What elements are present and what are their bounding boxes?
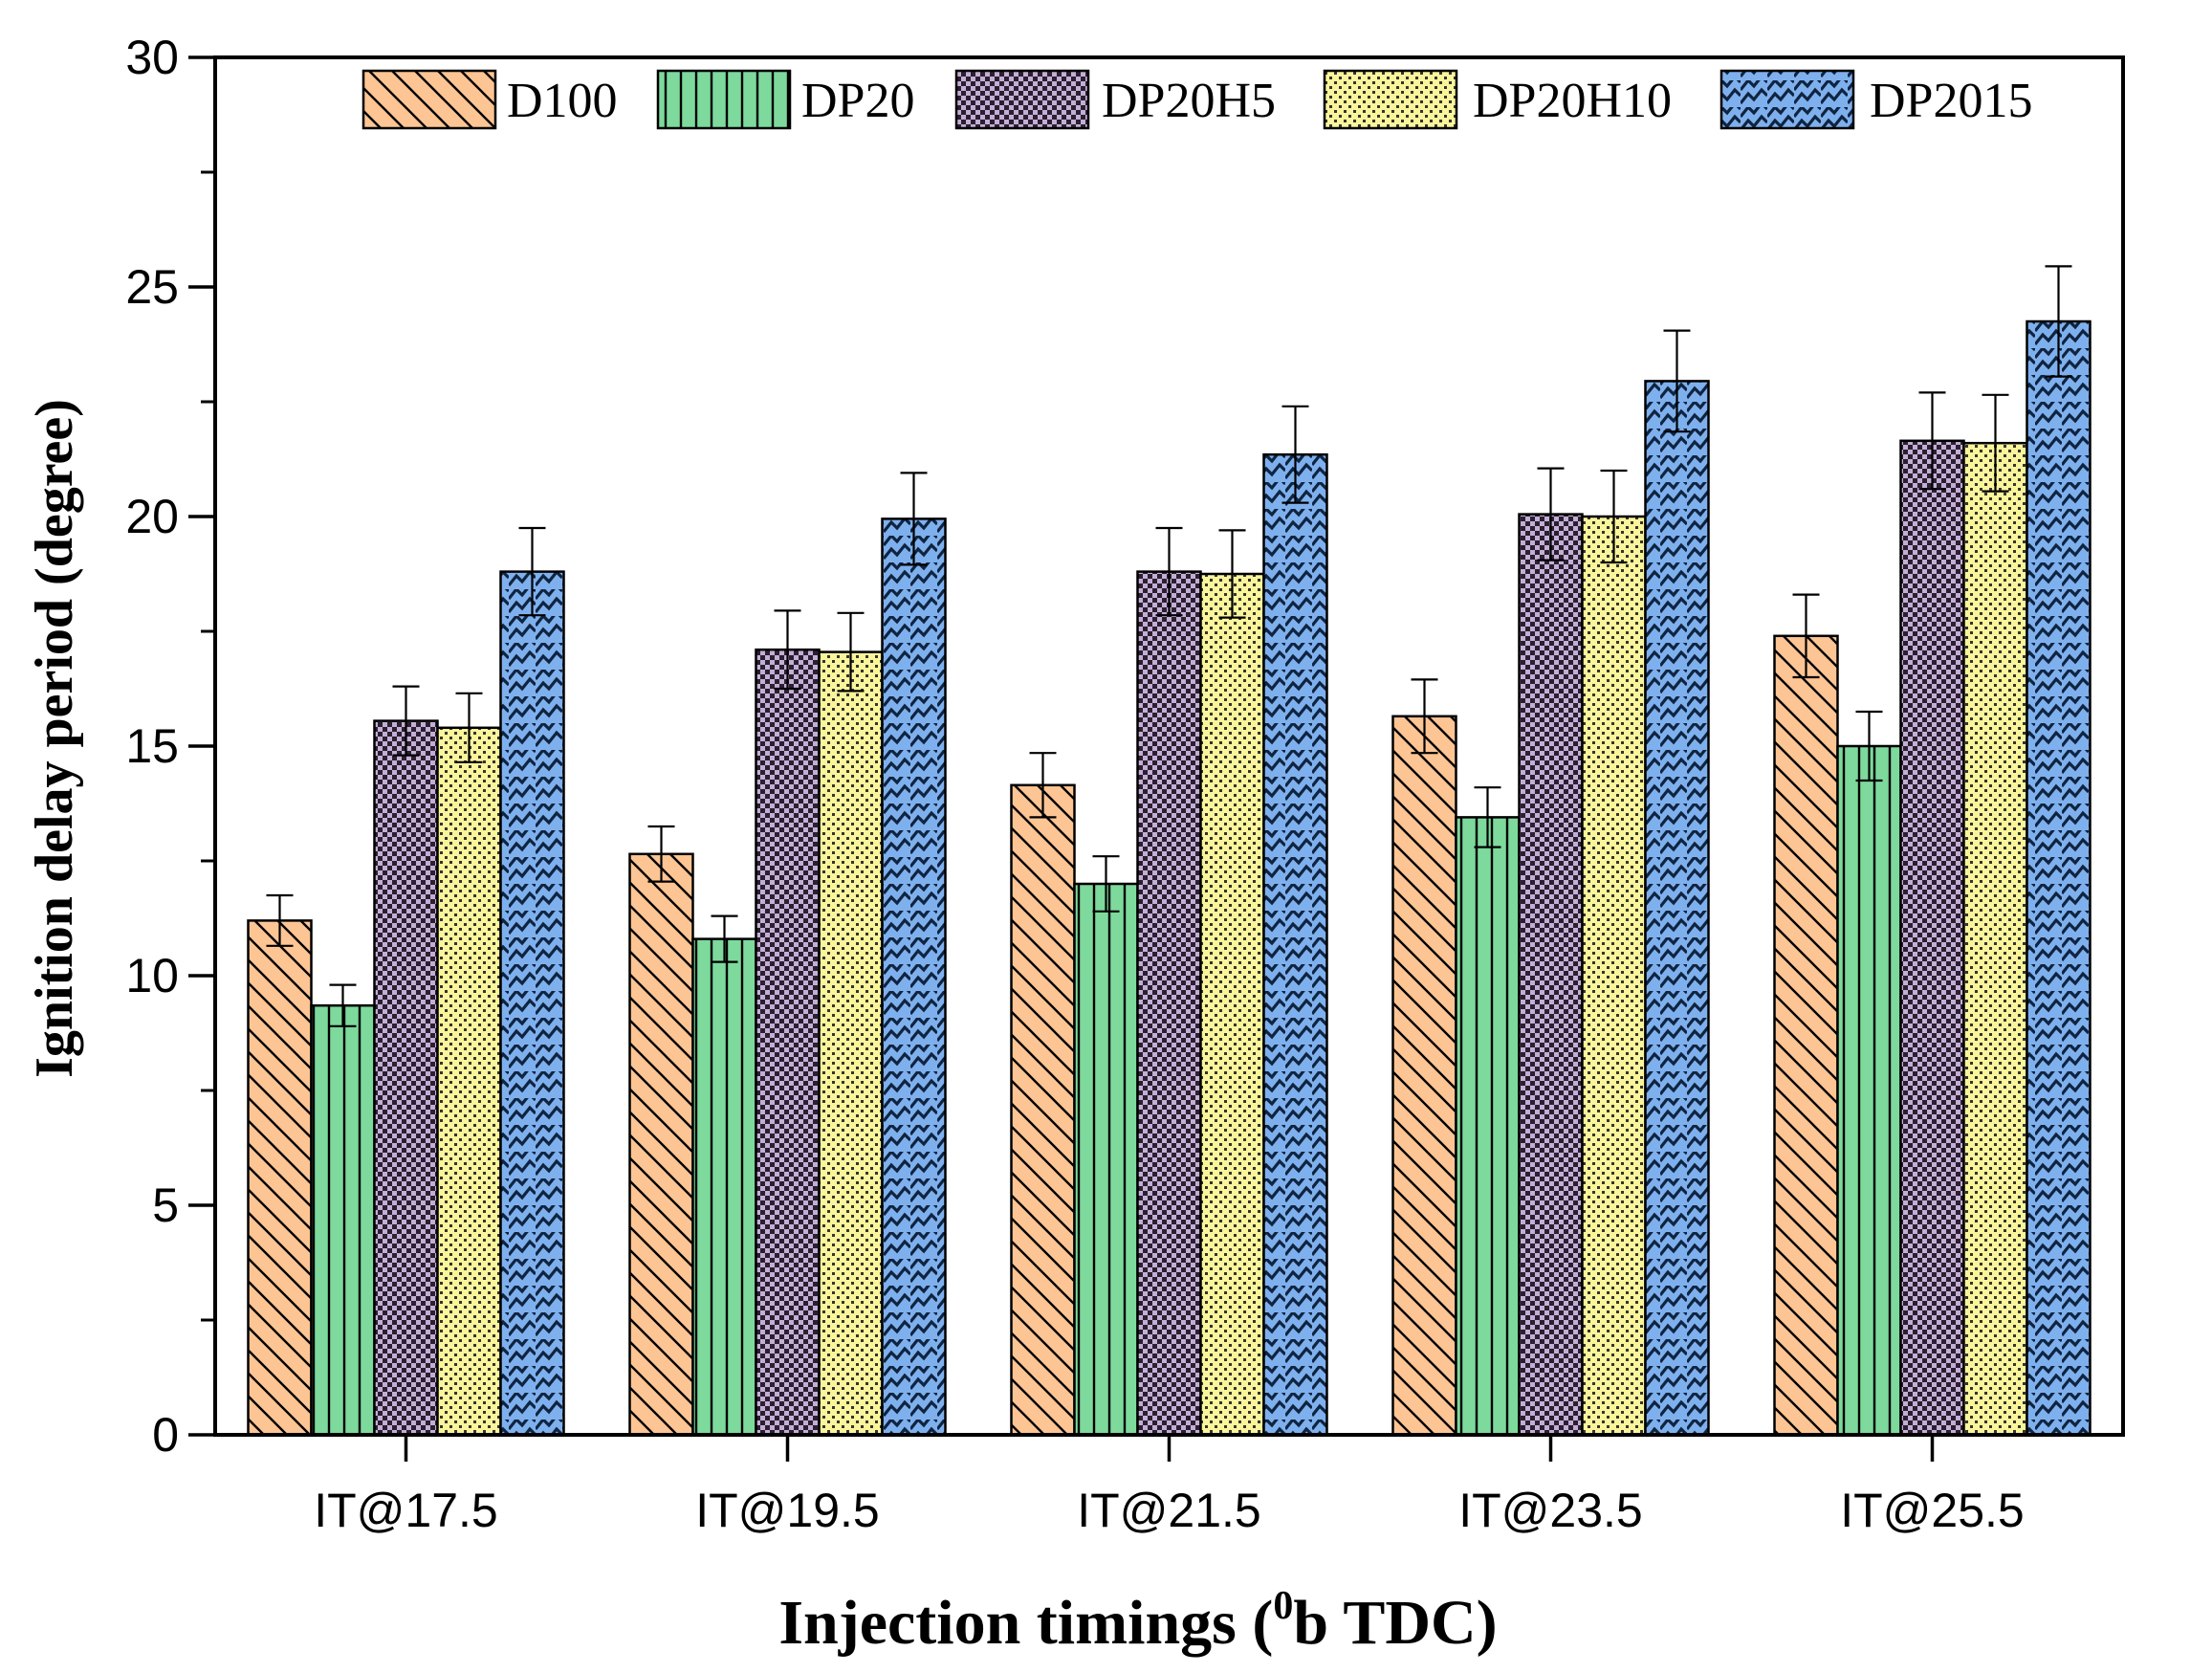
x-axis-title-superscript: 0: [1273, 1584, 1293, 1628]
bar-dp20-3: [1073, 882, 1139, 1437]
bar-d100-3: [1010, 783, 1076, 1437]
error-bar-dp20h5-4: [1537, 467, 1565, 561]
error-bar-dp20h5-3: [1155, 526, 1183, 617]
error-bar-d100-3: [1029, 752, 1057, 819]
error-bar-dp20-5: [1855, 710, 1883, 782]
error-bar-dp20h10-3: [1218, 529, 1246, 619]
bar-dp20h5-4: [1518, 513, 1584, 1437]
error-bar-dp20-3: [1092, 855, 1120, 913]
bar-d100-1: [247, 919, 313, 1437]
x-axis-title: Injection timings (0b TDC): [778, 1584, 1497, 1658]
error-bar-dp20h5-5: [1918, 391, 1946, 491]
x-tick-label-2: IT@19.5: [695, 1484, 880, 1537]
bar-dp20-5: [1836, 744, 1902, 1437]
error-bar-dp20h10-4: [1600, 469, 1628, 564]
bar-dp2015-1: [499, 570, 565, 1437]
error-bar-dp2015-2: [900, 472, 928, 566]
legend-item-dp20h5: DP20H5: [954, 69, 1276, 130]
bar-dp2015-5: [2026, 319, 2092, 1437]
y-axis-title: Ignition delay period (degree): [25, 399, 84, 1078]
bar-dp20h10-5: [1962, 441, 2028, 1437]
legend-item-dp2015: DP2015: [1719, 69, 2032, 130]
error-bar-dp20-1: [329, 983, 357, 1027]
bar-dp20-4: [1455, 816, 1521, 1437]
bar-dp2015-2: [881, 517, 947, 1437]
legend-item-d100: D100: [361, 69, 618, 130]
error-bar-d100-1: [266, 893, 294, 947]
x-tick-label-3: IT@21.5: [1077, 1484, 1261, 1537]
bar-d100-4: [1391, 715, 1457, 1437]
y-tick-label-0: 0: [152, 1408, 179, 1462]
x-axis-title-tail: b TDC): [1293, 1588, 1497, 1658]
x-tick-label-1: IT@17.5: [314, 1484, 498, 1537]
error-bar-dp2015-4: [1663, 329, 1691, 433]
error-bar-dp2015-1: [518, 526, 546, 617]
legend-label-dp20: DP20: [801, 74, 914, 128]
error-bar-d100-4: [1411, 678, 1438, 755]
bar-dp20h10-4: [1581, 515, 1647, 1437]
bar-dp20-1: [310, 1003, 376, 1437]
x-tick-label-5: IT@25.5: [1840, 1484, 2025, 1537]
y-tick-label-10: 10: [125, 949, 179, 1002]
y-tick-label-20: 20: [125, 490, 179, 543]
legend-swatch-dp20: [656, 69, 792, 130]
bar-dp20h10-1: [436, 726, 502, 1437]
error-bar-dp20h10-2: [837, 611, 865, 693]
y-tick-label-15: 15: [125, 719, 179, 773]
error-bar-dp20-2: [711, 914, 738, 963]
bar-dp20-2: [691, 937, 757, 1437]
legend-label-dp2015: DP2015: [1870, 74, 2032, 128]
x-tick-label-4: IT@23.5: [1458, 1484, 1643, 1537]
legend-swatch-d100: [361, 69, 497, 130]
y-tick-label-25: 25: [125, 260, 179, 314]
bars-layer: [247, 319, 2092, 1437]
error-bar-dp20-4: [1474, 786, 1501, 848]
legend-label-d100: D100: [507, 74, 618, 128]
error-bar-dp20h10-5: [1982, 393, 2009, 493]
legend-swatch-dp20h10: [1323, 69, 1458, 130]
error-bar-dp20h5-1: [392, 685, 420, 757]
bar-dp20h5-1: [373, 719, 439, 1437]
bar-dp20h10-2: [818, 650, 884, 1437]
legend: D100 DP20 DP20H5 DP20H10 DP2015: [361, 69, 2032, 130]
legend-label-dp20h5: DP20H5: [1102, 74, 1276, 128]
bar-dp20h5-5: [1899, 439, 1965, 1437]
bar-dp2015-3: [1262, 452, 1328, 1437]
error-bars-layer: [266, 265, 2072, 1027]
error-bar-dp20h5-2: [774, 609, 801, 691]
bar-dp2015-4: [1644, 380, 1710, 1437]
y-tick-label-30: 30: [125, 31, 179, 84]
error-bar-dp2015-3: [1281, 405, 1309, 504]
bar-dp20h5-2: [755, 648, 821, 1437]
bar-d100-5: [1773, 634, 1839, 1437]
legend-item-dp20h10: DP20H10: [1323, 69, 1672, 130]
bar-d100-2: [628, 852, 694, 1437]
axes-layer: 0 5 10 15 20 25 30 IT@17.5 IT@19.5 IT@21.5 IT@23.5…: [125, 31, 2125, 1537]
error-bar-dp2015-5: [2045, 265, 2072, 378]
y-tick-label-5: 5: [152, 1178, 179, 1232]
bar-dp20h5-3: [1136, 570, 1202, 1437]
legend-swatch-dp2015: [1719, 69, 1855, 130]
legend-label-dp20h10: DP20H10: [1473, 74, 1672, 128]
legend-item-dp20: DP20: [656, 69, 914, 130]
error-bar-d100-2: [647, 825, 675, 883]
legend-swatch-dp20h5: [954, 69, 1090, 130]
error-bar-d100-5: [1792, 593, 1820, 679]
error-bar-dp20h10-1: [455, 692, 483, 763]
bar-dp20h10-3: [1199, 572, 1265, 1437]
x-axis-title-main: Injection timings (: [778, 1588, 1273, 1658]
